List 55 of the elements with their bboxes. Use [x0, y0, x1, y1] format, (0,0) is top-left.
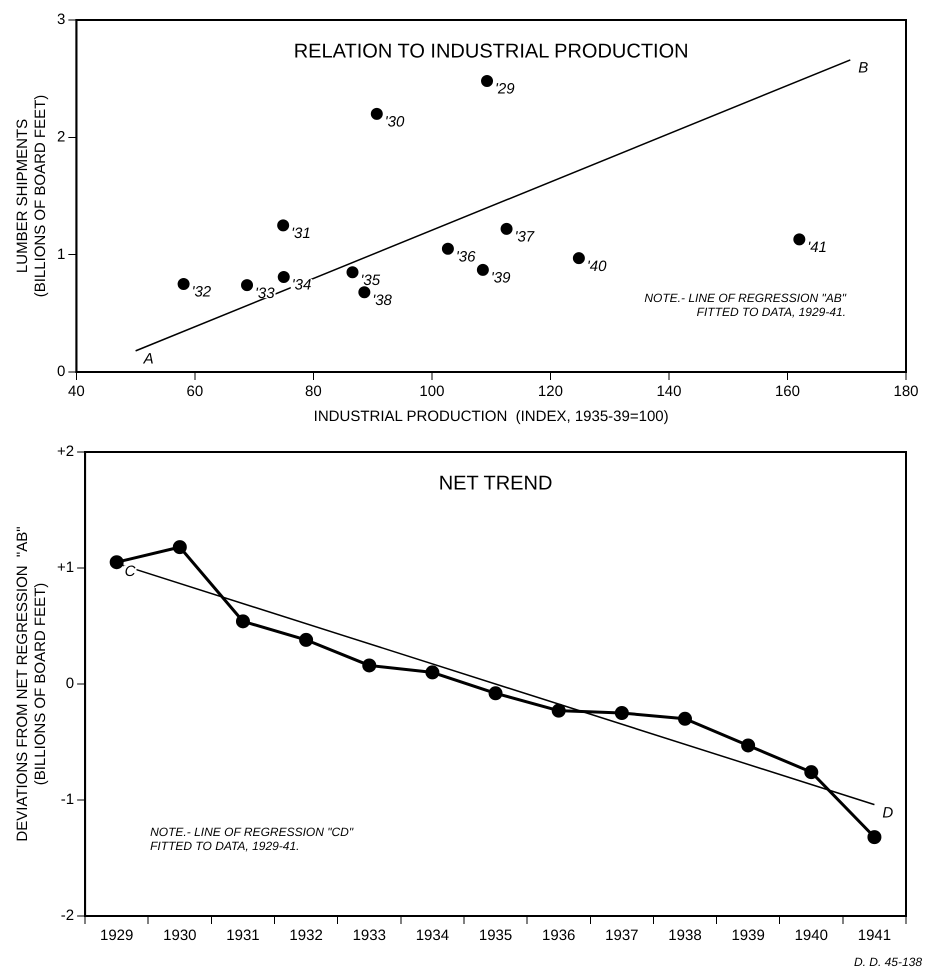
annotation: '29	[495, 80, 516, 98]
x-tick-label: 1936	[542, 927, 576, 944]
x-tick-label: 160	[774, 383, 800, 400]
x-tick-label: 1934	[416, 927, 450, 944]
y-axis-title: LUMBER SHIPMENTS (BILLIONS OF BOARD FEET)	[14, 94, 50, 298]
x-tick-label: 1931	[226, 927, 260, 944]
annotation: NOTE.- LINE OF REGRESSION "AB" FITTED TO DATA, 1929-41.	[644, 291, 847, 319]
y-tick-label: 0	[57, 363, 66, 380]
x-tick-label: 1940	[794, 927, 828, 944]
annotation: '40	[586, 258, 608, 275]
x-tick-label: 140	[656, 383, 682, 400]
annotation: '36	[456, 248, 476, 266]
x-axis-title: INDUSTRIAL PRODUCTION (INDEX, 1935-39=100)	[314, 408, 669, 426]
annotation: '30	[384, 114, 406, 131]
y-tick-label: 3	[57, 11, 66, 28]
y-tick-label: -1	[60, 791, 74, 808]
x-tick-label: 1937	[605, 927, 639, 944]
annotation: '33	[255, 284, 276, 302]
annotation: '38	[372, 292, 393, 309]
x-tick-label: 1939	[731, 927, 765, 944]
annotation: '31	[291, 225, 311, 242]
x-tick-label: 120	[538, 383, 563, 400]
annotation: '32	[192, 284, 212, 301]
text: NET TREND	[438, 472, 552, 495]
x-tick-label: 180	[893, 383, 919, 400]
annotation: NOTE.- LINE OF REGRESSION "CD" FITTED TO DATA, 1929-41.	[150, 825, 354, 853]
x-tick-label: 1932	[289, 927, 323, 944]
y-axis-title: DEVIATIONS FROM NET REGRESSION "AB" (BILLIONS OF BOARD FEET)	[14, 526, 50, 842]
annotation: A	[142, 350, 154, 368]
text: RELATION TO INDUSTRIAL PRODUCTION	[294, 40, 689, 63]
annotation: C	[124, 563, 136, 580]
x-tick-label: 60	[186, 383, 204, 400]
annotation: D	[882, 804, 894, 822]
y-tick-label: 0	[66, 675, 74, 692]
annotation: B	[858, 60, 868, 77]
annotation: '41	[807, 239, 827, 256]
text: D. D. 45-138	[854, 955, 922, 969]
x-tick-label: 1930	[163, 927, 197, 944]
x-tick-label: 100	[419, 383, 444, 400]
x-tick-label: 1938	[668, 927, 702, 944]
x-tick-label: 1929	[100, 927, 134, 944]
y-tick-label: -2	[60, 907, 74, 924]
x-tick-label: 1941	[858, 927, 892, 944]
annotation: '34	[292, 276, 312, 294]
y-tick-label: +2	[56, 443, 74, 460]
annotation: '35	[360, 272, 381, 289]
x-tick-label: 80	[305, 383, 322, 400]
annotation: '37	[514, 228, 535, 246]
y-tick-label: 1	[57, 246, 66, 263]
y-tick-label: +1	[56, 559, 74, 576]
x-tick-label: 1935	[478, 927, 512, 944]
x-tick-label: 1933	[352, 927, 386, 944]
annotation: '39	[490, 270, 512, 287]
y-tick-label: 2	[57, 128, 66, 146]
x-tick-label: 40	[68, 383, 85, 400]
